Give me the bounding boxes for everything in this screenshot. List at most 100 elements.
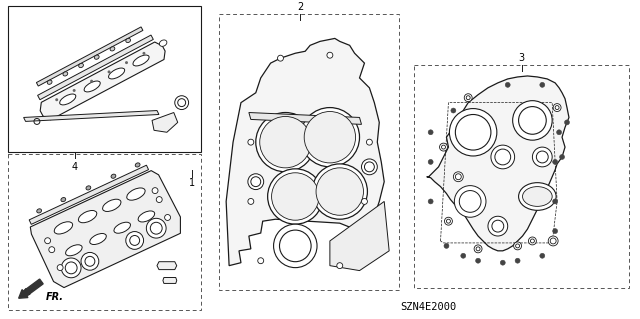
Circle shape: [466, 96, 470, 100]
Circle shape: [445, 217, 452, 225]
Circle shape: [500, 260, 505, 265]
Circle shape: [337, 263, 343, 269]
Circle shape: [553, 104, 561, 112]
Circle shape: [125, 61, 128, 64]
Circle shape: [256, 113, 315, 172]
Polygon shape: [249, 113, 362, 124]
Circle shape: [505, 82, 510, 87]
Circle shape: [312, 164, 367, 219]
Circle shape: [529, 237, 536, 245]
Ellipse shape: [36, 209, 42, 213]
Ellipse shape: [79, 211, 97, 223]
Circle shape: [476, 258, 481, 263]
Circle shape: [258, 258, 264, 264]
Ellipse shape: [65, 245, 82, 256]
Ellipse shape: [79, 63, 83, 68]
Ellipse shape: [94, 55, 99, 59]
Circle shape: [548, 236, 558, 246]
Circle shape: [164, 214, 170, 220]
Polygon shape: [152, 113, 178, 132]
Circle shape: [440, 143, 447, 151]
Circle shape: [428, 160, 433, 164]
Circle shape: [150, 222, 162, 234]
Circle shape: [553, 229, 557, 234]
Circle shape: [553, 160, 557, 164]
Circle shape: [260, 116, 311, 168]
Circle shape: [273, 224, 317, 268]
Ellipse shape: [133, 55, 149, 66]
Circle shape: [428, 199, 433, 204]
Polygon shape: [226, 38, 384, 266]
Polygon shape: [157, 262, 177, 270]
Circle shape: [428, 130, 433, 135]
Circle shape: [362, 159, 378, 175]
Circle shape: [453, 172, 463, 182]
Circle shape: [61, 258, 81, 278]
Circle shape: [515, 258, 520, 263]
Circle shape: [444, 243, 449, 249]
Text: 1: 1: [189, 178, 195, 188]
Ellipse shape: [90, 234, 106, 244]
Circle shape: [488, 216, 508, 236]
Circle shape: [442, 145, 445, 149]
Ellipse shape: [522, 187, 552, 206]
Polygon shape: [29, 165, 148, 224]
Bar: [414, 65, 629, 288]
Bar: [220, 14, 399, 290]
Circle shape: [449, 108, 497, 156]
Circle shape: [540, 253, 545, 258]
Circle shape: [248, 198, 254, 204]
Bar: [8, 6, 202, 152]
Circle shape: [45, 238, 51, 244]
Circle shape: [304, 112, 356, 163]
Ellipse shape: [84, 81, 100, 92]
Circle shape: [532, 147, 552, 167]
Ellipse shape: [518, 183, 556, 210]
Circle shape: [555, 106, 559, 109]
Circle shape: [518, 107, 547, 134]
Text: 2: 2: [297, 2, 303, 12]
Circle shape: [476, 247, 480, 251]
Polygon shape: [30, 171, 180, 287]
Circle shape: [564, 120, 570, 125]
Circle shape: [553, 199, 557, 204]
Polygon shape: [36, 27, 143, 86]
Text: 3: 3: [518, 53, 525, 63]
Circle shape: [85, 256, 95, 266]
Circle shape: [175, 96, 189, 109]
Circle shape: [152, 188, 158, 194]
Circle shape: [364, 162, 374, 172]
Text: 4: 4: [72, 162, 78, 172]
Text: FR.: FR.: [45, 292, 63, 302]
Circle shape: [464, 94, 472, 102]
Ellipse shape: [61, 197, 66, 202]
Circle shape: [271, 173, 319, 220]
Ellipse shape: [102, 199, 121, 211]
Circle shape: [248, 139, 254, 145]
Ellipse shape: [111, 174, 116, 178]
Circle shape: [178, 99, 186, 107]
Ellipse shape: [159, 40, 167, 46]
Circle shape: [81, 252, 99, 270]
Polygon shape: [24, 111, 159, 122]
Circle shape: [316, 168, 364, 215]
Circle shape: [514, 242, 522, 250]
FancyArrow shape: [19, 279, 43, 298]
Circle shape: [557, 130, 561, 135]
Circle shape: [531, 239, 534, 243]
Circle shape: [495, 149, 511, 165]
Circle shape: [451, 108, 456, 113]
Circle shape: [516, 244, 520, 248]
Circle shape: [268, 169, 323, 224]
Circle shape: [513, 101, 552, 140]
Circle shape: [143, 52, 145, 55]
Circle shape: [327, 52, 333, 58]
Ellipse shape: [126, 38, 131, 42]
Circle shape: [460, 190, 481, 212]
Circle shape: [540, 82, 545, 87]
Circle shape: [455, 174, 461, 180]
Circle shape: [49, 247, 55, 253]
Circle shape: [491, 145, 515, 169]
Circle shape: [474, 245, 482, 253]
Circle shape: [108, 70, 111, 73]
